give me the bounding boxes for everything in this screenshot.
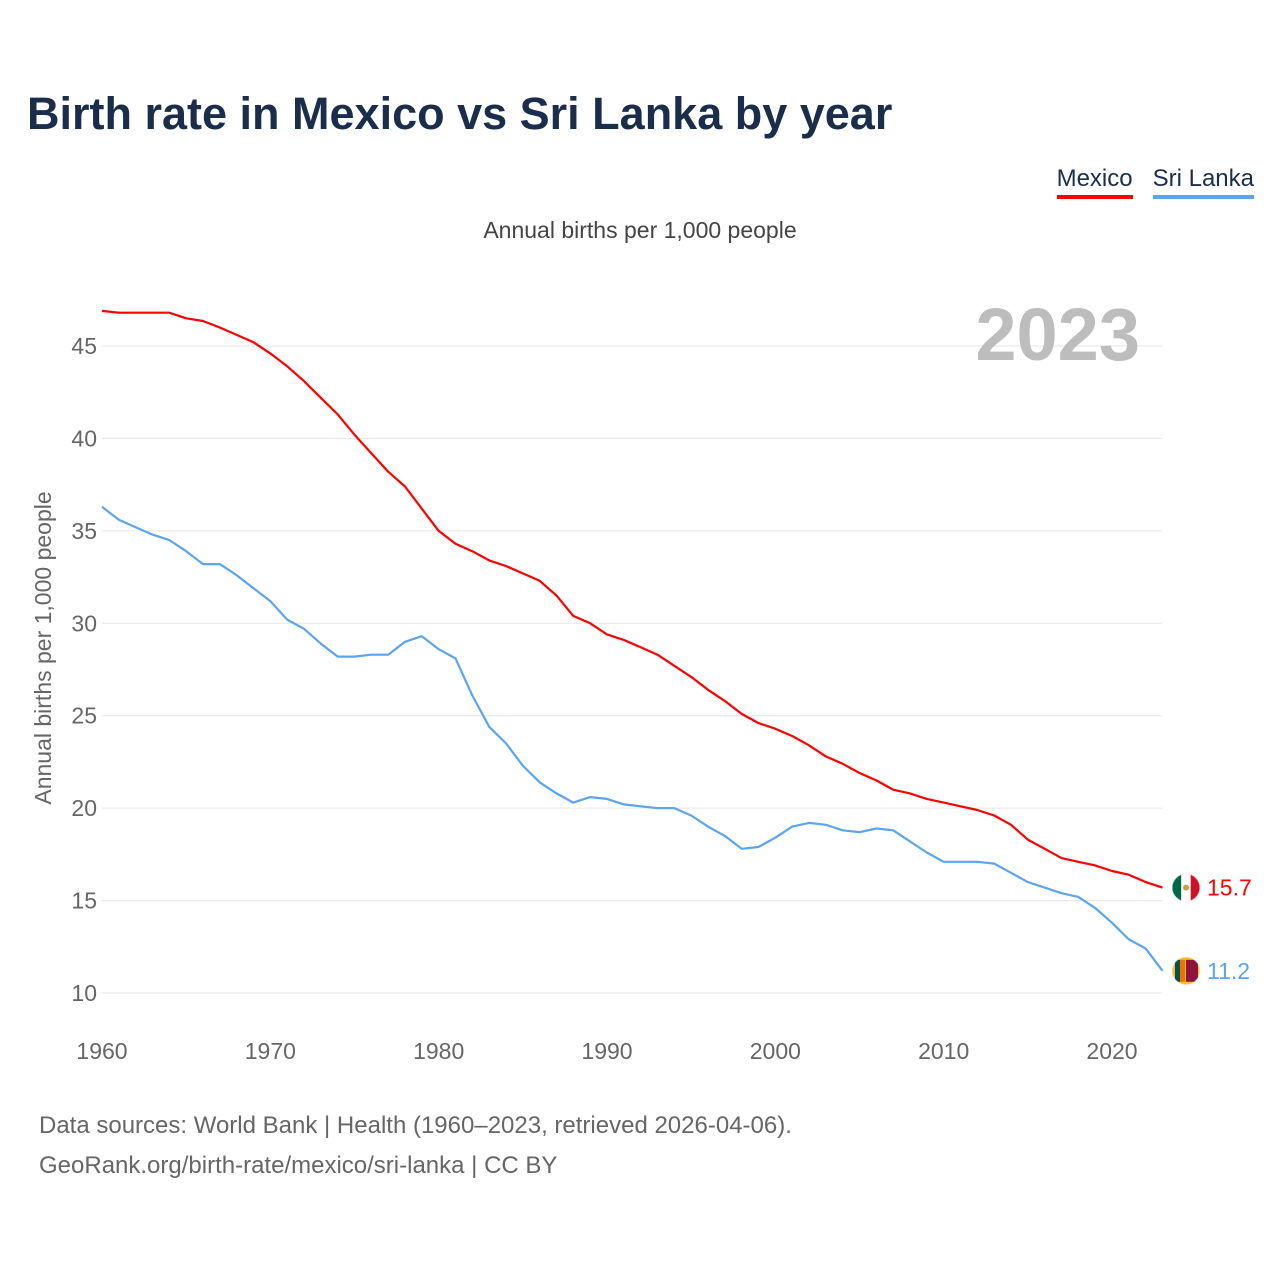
end-value-label: 15.7 bbox=[1207, 875, 1252, 901]
y-tick-label: 20 bbox=[71, 795, 97, 821]
sri-lanka-flag-icon bbox=[1172, 956, 1200, 985]
chart-subtitle: Annual births per 1,000 people bbox=[483, 217, 797, 243]
x-tick-label: 1960 bbox=[76, 1038, 127, 1064]
legend-item-sri-lanka[interactable]: Sri Lanka bbox=[1152, 165, 1254, 199]
x-tick-label: 1990 bbox=[581, 1038, 632, 1064]
source-note: Data sources: World Bank | Health (1960–… bbox=[39, 1106, 792, 1186]
y-tick-label: 35 bbox=[71, 518, 97, 544]
chart-title: Birth rate in Mexico vs Sri Lanka by yea… bbox=[27, 88, 893, 139]
year-watermark: 2023 bbox=[975, 293, 1140, 376]
series-line-mexico[interactable] bbox=[101, 309, 1163, 889]
end-value-label: 11.2 bbox=[1207, 958, 1250, 984]
mexico-flag-icon bbox=[1172, 873, 1200, 902]
x-tick-label: 1970 bbox=[245, 1038, 296, 1064]
y-tick-label: 10 bbox=[71, 980, 97, 1006]
x-tick-label: 2000 bbox=[750, 1038, 801, 1064]
x-tick-label: 1980 bbox=[413, 1038, 464, 1064]
line-chart: 10 15 20 25 30 35 40 45 1960 1970 1980 1990 2000 2010… bbox=[30, 293, 1252, 1064]
y-tick-label: 15 bbox=[71, 888, 97, 914]
y-tick-label: 45 bbox=[71, 333, 97, 359]
y-axis-label: Annual births per 1,000 people bbox=[30, 491, 56, 804]
source-line-1: Data sources: World Bank | Health (1960–… bbox=[39, 1112, 792, 1139]
x-tick-label: 2020 bbox=[1086, 1038, 1137, 1064]
legend-item-mexico[interactable]: Mexico bbox=[1056, 165, 1133, 199]
y-tick-label: 40 bbox=[71, 425, 97, 451]
y-tick-label: 30 bbox=[71, 610, 97, 636]
y-tick-label: 25 bbox=[71, 703, 97, 729]
series-line-sri-lanka[interactable] bbox=[101, 505, 1164, 972]
x-tick-label: 2010 bbox=[918, 1038, 969, 1064]
legend: Mexico Sri Lanka bbox=[1056, 165, 1254, 199]
source-line-2[interactable]: GeoRank.org/birth-rate/mexico/sri-lanka … bbox=[39, 1152, 558, 1179]
